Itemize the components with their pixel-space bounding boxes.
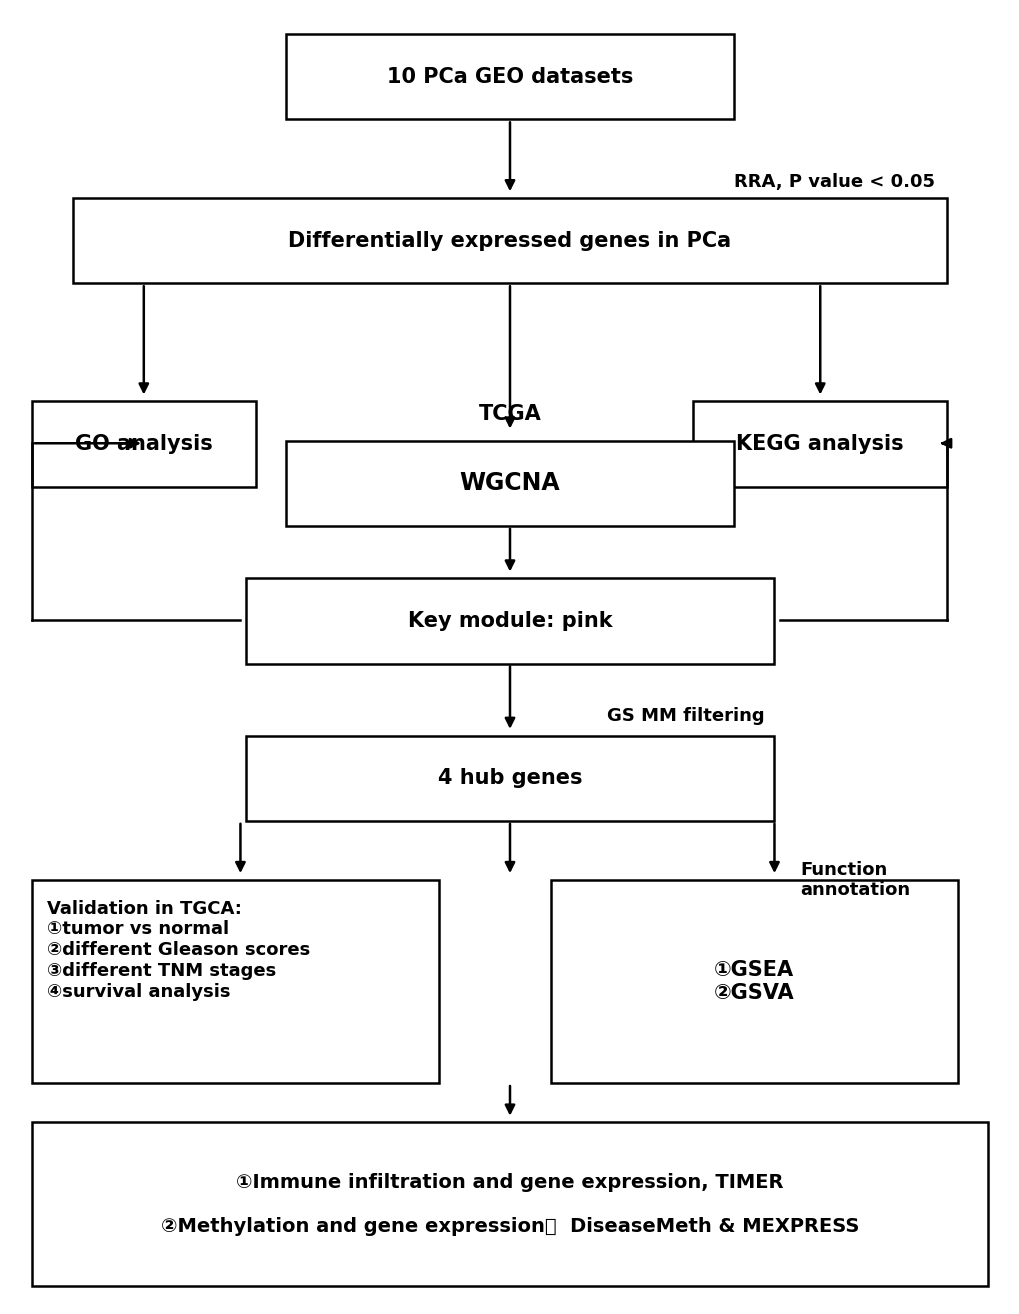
FancyBboxPatch shape	[693, 401, 947, 486]
Text: 4 hub genes: 4 hub genes	[437, 769, 582, 788]
Text: ①Immune infiltration and gene expression, TIMER

②Methylation and gene expressio: ①Immune infiltration and gene expression…	[161, 1173, 858, 1236]
FancyBboxPatch shape	[32, 401, 256, 486]
Text: Differentially expressed genes in PCa: Differentially expressed genes in PCa	[288, 231, 731, 251]
Text: TCGA: TCGA	[478, 405, 541, 424]
Text: GO analysis: GO analysis	[74, 434, 213, 453]
Text: Function
annotation: Function annotation	[799, 861, 909, 899]
FancyBboxPatch shape	[246, 736, 773, 821]
Text: 10 PCa GEO datasets: 10 PCa GEO datasets	[386, 67, 633, 87]
Text: Validation in TGCA:
①tumor vs normal
②different Gleason scores
③different TNM st: Validation in TGCA: ①tumor vs normal ②di…	[47, 900, 310, 1001]
FancyBboxPatch shape	[286, 440, 733, 526]
Text: RRA, P value < 0.05: RRA, P value < 0.05	[733, 173, 933, 192]
FancyBboxPatch shape	[550, 880, 957, 1083]
FancyBboxPatch shape	[286, 34, 733, 120]
Text: KEGG analysis: KEGG analysis	[736, 434, 903, 453]
FancyBboxPatch shape	[32, 880, 438, 1083]
Text: GS MM filtering: GS MM filtering	[606, 707, 763, 725]
FancyBboxPatch shape	[72, 198, 947, 284]
Text: WGCNA: WGCNA	[460, 472, 559, 495]
FancyBboxPatch shape	[246, 578, 773, 664]
Text: Key module: pink: Key module: pink	[408, 611, 611, 631]
FancyBboxPatch shape	[32, 1122, 987, 1286]
Text: ①GSEA
②GSVA: ①GSEA ②GSVA	[713, 961, 794, 1003]
